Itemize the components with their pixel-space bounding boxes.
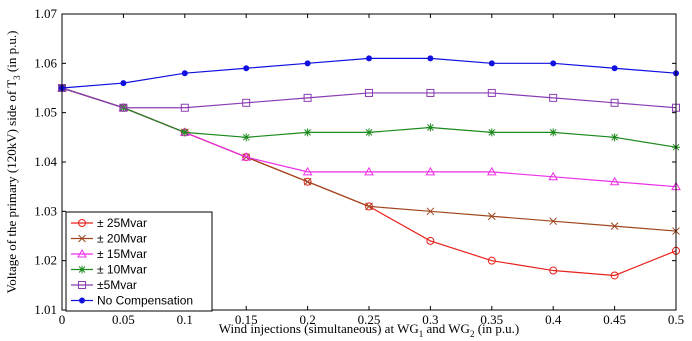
- data-point: [303, 128, 312, 137]
- legend-entry: ± 10Mvar: [71, 263, 147, 277]
- series-5: [59, 55, 679, 91]
- x-tick-label: 0.5: [668, 312, 684, 327]
- data-point: [425, 166, 436, 176]
- data-point: [609, 176, 620, 186]
- data-point: [365, 128, 373, 137]
- x-tick-label: 0.1: [177, 312, 193, 327]
- data-point: [487, 88, 496, 97]
- legend-entry: ± 25Mvar: [71, 216, 147, 230]
- data-point: [549, 128, 558, 137]
- data-point: [242, 133, 251, 142]
- series-4: [58, 84, 680, 112]
- data-point: [304, 60, 311, 67]
- x-tick-label: 0.05: [112, 312, 135, 327]
- data-point: [487, 256, 496, 265]
- data-point: [426, 123, 435, 132]
- data-point: [303, 177, 312, 186]
- data-point: [610, 133, 619, 142]
- data-point: [549, 93, 558, 102]
- series-2: [57, 82, 681, 191]
- data-point: [180, 103, 189, 112]
- series-line: [61, 87, 677, 188]
- x-tick-label: 0.3: [422, 312, 438, 327]
- x-tick-label: 0.25: [358, 312, 381, 327]
- y-tick-label: 1.04: [34, 154, 57, 169]
- data-point: [243, 65, 250, 72]
- legend-marker: [78, 281, 86, 289]
- data-point: [488, 60, 495, 67]
- data-point: [427, 55, 434, 62]
- series-line: [61, 57, 677, 89]
- data-point: [366, 55, 372, 62]
- x-tick-label: 0.2: [299, 312, 315, 327]
- data-point: [486, 166, 497, 176]
- data-point: [487, 212, 496, 221]
- data-point: [364, 166, 374, 176]
- data-point: [487, 128, 496, 137]
- legend-marker: [78, 265, 86, 274]
- data-point: [365, 202, 373, 211]
- data-point: [610, 271, 619, 280]
- x-axis-label: Wind injections (simultaneous) at WG1 an…: [219, 321, 519, 339]
- x-tick-label: 0: [59, 312, 66, 327]
- data-point: [120, 80, 127, 87]
- legend-label: ± 20Mvar: [97, 232, 147, 246]
- ticks-layer: 0 0.05 0.1 0.15 0.2 0.25 0.3 0.35 0.4 0.45 0.5 1.01…: [34, 6, 684, 327]
- data-point: [549, 266, 558, 275]
- y-tick-label: 1.01: [34, 302, 57, 317]
- y-tick-label: 1.07: [34, 6, 57, 21]
- data-point: [241, 152, 252, 161]
- data-point: [303, 93, 312, 102]
- x-tick-label: 0.15: [235, 312, 258, 327]
- data-point: [365, 88, 373, 97]
- legend-marker: [78, 219, 86, 227]
- legend-label: ± 25Mvar: [97, 216, 147, 230]
- legend-label: ±5Mvar: [97, 278, 137, 292]
- x-tick-label: 0.35: [480, 312, 503, 327]
- data-point: [119, 103, 128, 112]
- data-point: [550, 60, 557, 67]
- series-3: [58, 84, 680, 152]
- data-point: [426, 88, 435, 97]
- data-point: [302, 166, 313, 176]
- series-line: [61, 87, 677, 109]
- legend-label: ± 15Mvar: [97, 247, 147, 261]
- y-tick-label: 1.05: [34, 105, 57, 120]
- data-point: [611, 65, 618, 72]
- data-point: [549, 217, 558, 226]
- y-tick-label: 1.02: [34, 253, 57, 268]
- legend-marker: [78, 234, 86, 243]
- data-point: [426, 207, 435, 216]
- data-point: [180, 128, 189, 137]
- y-tick-label: 1.06: [34, 55, 57, 70]
- legend-marker: [79, 297, 85, 304]
- data-point: [242, 98, 251, 107]
- legend-marker: [77, 248, 87, 258]
- legend-entry: No Compensation: [71, 294, 193, 308]
- legend-label: No Compensation: [97, 294, 193, 308]
- legend-entry: ± 15Mvar: [71, 247, 147, 261]
- data-point: [610, 98, 619, 107]
- x-tick-label: 0.45: [603, 312, 626, 327]
- series-layer: [57, 55, 681, 280]
- data-point: [548, 171, 559, 181]
- y-axis-label: Voltage of the primary (120kV) side of T…: [4, 31, 22, 294]
- legend: ± 25Mvar ± 20Mvar± 15Mvar ± 10Mvar±5Mvar No…: [65, 211, 213, 312]
- data-point: [610, 222, 619, 230]
- legend-label: ± 10Mvar: [97, 263, 147, 277]
- y-tick-label: 1.03: [34, 203, 57, 218]
- data-point: [426, 236, 435, 245]
- legend-box: [65, 211, 213, 312]
- x-tick-label: 0.4: [545, 312, 562, 327]
- legend-entry: ±5Mvar: [71, 278, 137, 292]
- data-point: [181, 70, 188, 77]
- legend-entry: ± 20Mvar: [71, 232, 147, 246]
- data-point: [303, 177, 312, 186]
